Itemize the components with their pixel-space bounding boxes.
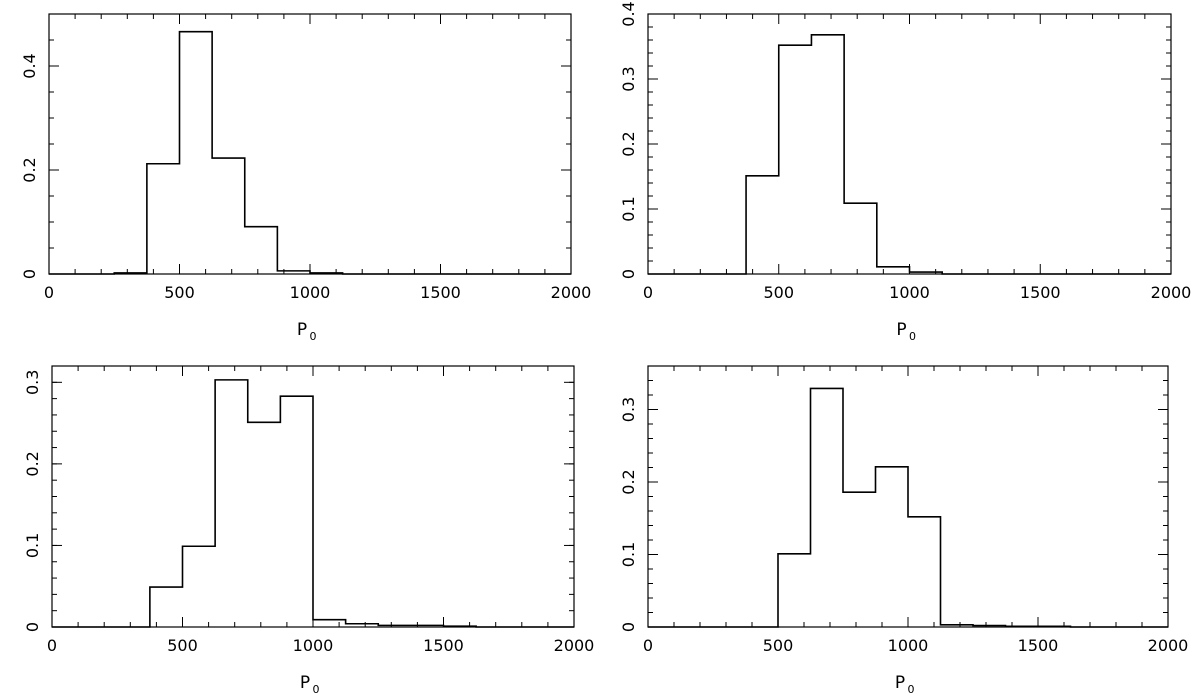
histogram-outline [648,34,1171,275]
y-tick-label: 0.3 [619,66,638,91]
y-tick-label: 0 [619,269,638,279]
histogram-bar [876,467,909,627]
x-tick-label: 1000 [889,283,930,302]
y-tick-label: 0.2 [23,451,42,476]
histogram-bar [215,380,248,627]
y-tick-label: 0 [23,622,42,632]
x-tick-label: 0 [643,636,653,655]
histogram-bar [248,422,281,627]
x-tick-label: 1500 [423,636,464,655]
x-tick-label: 1500 [1020,283,1061,302]
histogram-outline [52,379,574,628]
x-tick-label: 1500 [420,283,461,302]
x-tick-label: 0 [44,283,54,302]
y-tick-label: 0.2 [619,469,638,494]
x-axis-label: P [896,320,906,340]
histogram-bar [908,517,941,627]
histogram-bar [313,620,346,627]
x-axis-label: P [895,673,905,693]
x-axis-label: P [300,673,310,693]
plot-frame [48,13,572,275]
histogram-bar [877,267,910,274]
plot-frame [647,13,1172,275]
histogram-outline [648,387,1168,628]
histogram-bar [811,388,844,627]
y-tick-label: 0.4 [20,53,39,78]
x-axis-label-subscript: 0 [313,683,320,695]
histogram-bar [746,176,779,274]
histogram-bar [180,32,213,274]
x-tick-label: 1000 [888,636,929,655]
histogram-bar [778,554,811,627]
x-tick-label: 500 [763,636,794,655]
x-tick-label: 2000 [1151,283,1192,302]
x-tick-label: 2000 [551,283,592,302]
x-tick-label: 2000 [554,636,595,655]
y-tick-label: 0 [619,622,638,632]
histogram-bar [147,164,180,274]
y-tick-label: 0 [20,269,39,279]
histogram-bar [811,35,844,274]
y-tick-label: 0.2 [20,157,39,182]
x-tick-label: 500 [164,283,195,302]
x-tick-label: 0 [643,283,653,302]
histogram-bar [212,158,245,274]
x-tick-label: 1500 [1018,636,1059,655]
y-tick-label: 0.3 [619,397,638,422]
y-tick-label: 0.1 [619,196,638,221]
y-tick-label: 0.1 [619,542,638,567]
x-tick-label: 1000 [293,636,334,655]
x-axis-label: P [297,320,307,340]
histogram-bar [245,227,278,274]
histogram-bar [280,396,313,627]
x-tick-label: 500 [167,636,198,655]
histogram-bar [183,546,216,627]
x-axis-label-subscript: 0 [909,330,916,343]
y-tick-label: 0.1 [23,533,42,558]
histogram-outline [49,30,571,275]
y-tick-label: 0.2 [619,131,638,156]
x-axis-label-subscript: 0 [908,683,915,695]
x-tick-label: 1000 [290,283,331,302]
x-tick-label: 2000 [1148,636,1189,655]
histogram-bar [843,492,876,627]
y-tick-label: 0.3 [23,370,42,395]
histogram-bar [150,587,183,627]
x-axis-label-subscript: 0 [310,330,317,343]
x-tick-label: 0 [47,636,57,655]
y-tick-label: 0.4 [619,1,638,26]
histogram-bar [844,203,877,274]
x-tick-label: 500 [763,283,794,302]
histogram-bar [779,45,812,274]
